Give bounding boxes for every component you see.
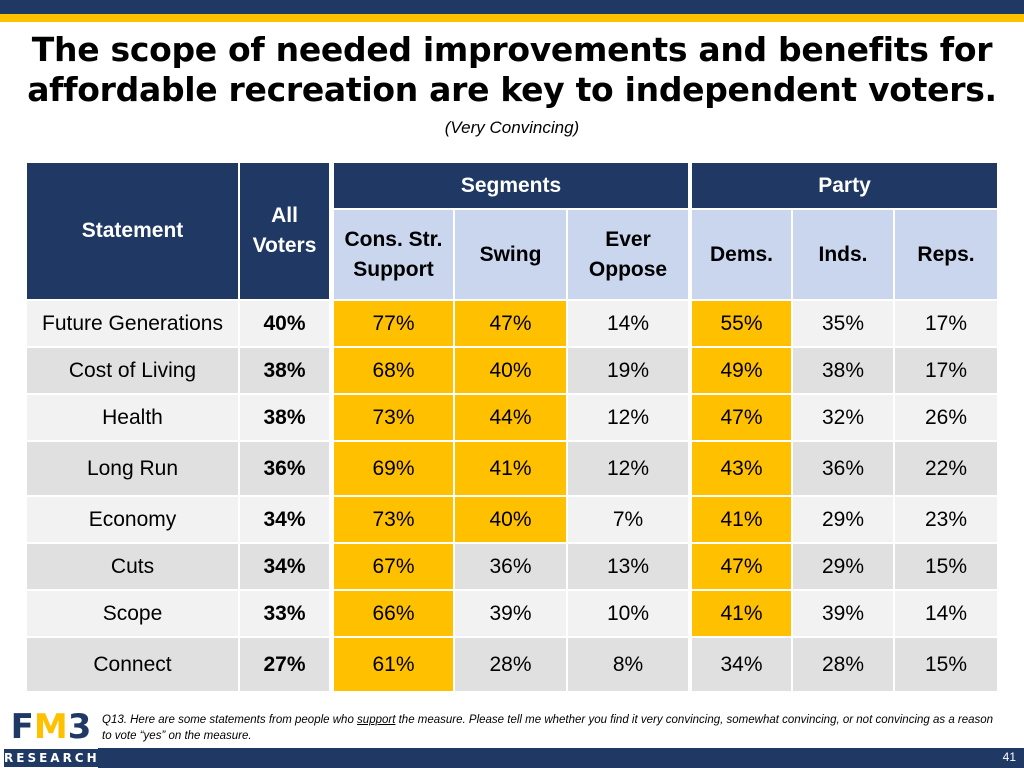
header-cons-line1: Cons. Str. [344,227,443,251]
statement-cell: Connect [27,638,238,691]
header-all-voters-line2: Voters [252,234,317,257]
value-cell: 67% [334,544,453,589]
value-cell: 41% [455,442,566,495]
value-cell: 10% [568,591,688,636]
value-cell: 17% [895,348,997,393]
bottom-navy-bar: 41 [98,748,1024,768]
top-navy-bar [0,0,1024,14]
value-cell: 36% [793,442,893,495]
value-cell: 66% [334,591,453,636]
value-cell: 22% [895,442,997,495]
value-cell: 68% [334,348,453,393]
value-cell: 47% [455,301,566,346]
logo-mark: F M 3 [6,708,96,746]
value-cell: 49% [692,348,791,393]
value-cell: 14% [895,591,997,636]
value-cell: 73% [334,497,453,542]
fm3-research-logo: F M 3 RESEARCH [4,706,98,768]
header-swing: Swing [455,210,566,299]
value-cell: 41% [692,497,791,542]
value-cell: 39% [793,591,893,636]
all-voters-value-cell: 33% [240,591,329,636]
value-cell: 28% [455,638,566,691]
value-cell: 28% [793,638,893,691]
value-cell: 14% [568,301,688,346]
header-dems: Dems. [692,210,791,299]
all-voters-value-cell: 38% [240,395,329,440]
value-cell: 47% [692,544,791,589]
title-line-1: The scope of needed improvements and ben… [31,30,993,69]
header-reps: Reps. [895,210,997,299]
footnote-part1: Q13. Here are some statements from peopl… [102,714,358,726]
value-cell: 73% [334,395,453,440]
header-ever-line1: Ever [605,227,651,251]
value-cell: 39% [455,591,566,636]
statement-cell: Health [27,395,238,440]
top-gold-bar [0,14,1024,22]
value-cell: 43% [692,442,791,495]
footnote-part2: the measure. Please tell me whether you … [102,714,994,742]
value-cell: 36% [455,544,566,589]
statement-cell: Future Generations [27,301,238,346]
value-cell: 41% [692,591,791,636]
header-cons-line2: Support [353,257,434,281]
header-cons-str-support: Cons. Str. Support [334,210,453,299]
footnote: Q13. Here are some statements from peopl… [102,712,1002,744]
value-cell: 44% [455,395,566,440]
all-voters-value-cell: 38% [240,348,329,393]
slide-subtitle: (Very Convincing) [444,118,580,137]
value-cell: 23% [895,497,997,542]
header-ever-oppose: Ever Oppose [568,210,688,299]
slide-title: The scope of needed improvements and ben… [0,30,1024,110]
all-voters-value-cell: 34% [240,497,329,542]
logo-research-text: RESEARCH [4,749,100,767]
value-cell: 40% [455,497,566,542]
logo-letter-3: 3 [67,707,92,747]
statement-cell: Long Run [27,442,238,495]
value-cell: 32% [793,395,893,440]
value-cell: 8% [568,638,688,691]
value-cell: 40% [455,348,566,393]
value-cell: 19% [568,348,688,393]
header-group-party: Party [692,163,997,208]
value-cell: 29% [793,544,893,589]
value-cell: 47% [692,395,791,440]
value-cell: 17% [895,301,997,346]
value-cell: 35% [793,301,893,346]
header-all-voters: All Voters [240,163,329,299]
value-cell: 15% [895,638,997,691]
value-cell: 55% [692,301,791,346]
header-inds: Inds. [793,210,893,299]
value-cell: 38% [793,348,893,393]
value-cell: 61% [334,638,453,691]
value-cell: 12% [568,395,688,440]
value-cell: 12% [568,442,688,495]
footnote-underlined: support [357,714,396,726]
logo-letter-m: M [33,707,68,747]
all-voters-value-cell: 34% [240,544,329,589]
all-voters-value-cell: 40% [240,301,329,346]
header-all-voters-line1: All [271,204,298,227]
title-line-2: affordable recreation are key to indepen… [27,70,997,109]
value-cell: 26% [895,395,997,440]
all-voters-value-cell: 27% [240,638,329,691]
value-cell: 13% [568,544,688,589]
value-cell: 15% [895,544,997,589]
all-voters-value-cell: 36% [240,442,329,495]
page-number: 41 [1002,750,1016,764]
value-cell: 77% [334,301,453,346]
logo-letter-f: F [10,707,34,747]
statement-cell: Scope [27,591,238,636]
statement-cell: Economy [27,497,238,542]
header-statement: Statement [27,163,238,299]
value-cell: 7% [568,497,688,542]
statement-cell: Cost of Living [27,348,238,393]
statement-cell: Cuts [27,544,238,589]
value-cell: 69% [334,442,453,495]
header-group-segments: Segments [334,163,688,208]
value-cell: 29% [793,497,893,542]
header-ever-line2: Oppose [588,257,668,281]
value-cell: 34% [692,638,791,691]
